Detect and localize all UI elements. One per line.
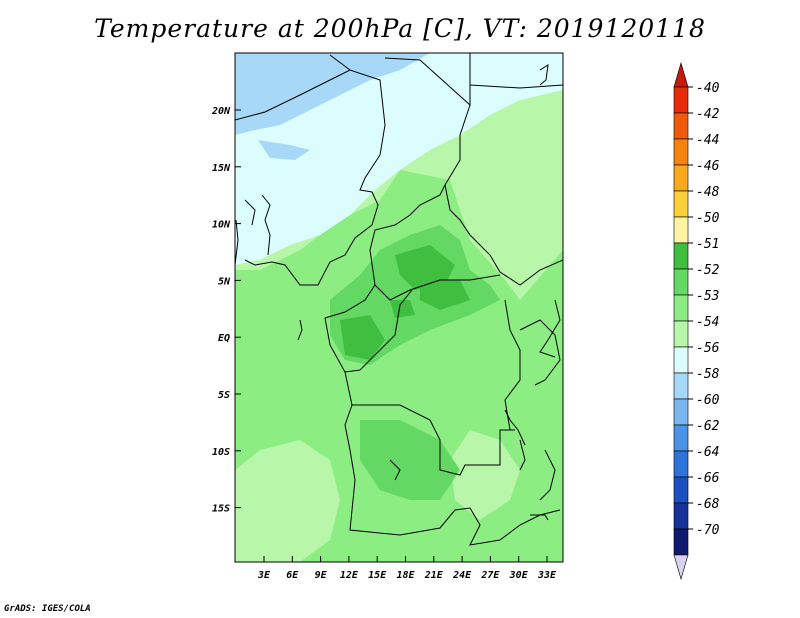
colorbar-segment: [673, 398, 689, 426]
country-borders: [235, 53, 563, 546]
colorbar-label: -40: [696, 81, 720, 96]
colorbar-segment: [673, 86, 689, 114]
lon-label: 9E: [315, 570, 328, 581]
colorbar-bottom-arrow: [673, 554, 689, 581]
lon-label: 3E: [257, 570, 271, 581]
colorbar-label: -62: [696, 419, 720, 434]
lat-label: 5S: [218, 390, 230, 401]
colorbar-segment: [673, 346, 689, 374]
colorbar-segment: [673, 268, 689, 296]
lon-label: 18E: [396, 570, 415, 581]
lat-label: 20N: [211, 106, 231, 117]
colorbar-segment: [673, 476, 689, 504]
colorbar-segment: [673, 216, 689, 244]
lon-label: 15E: [368, 570, 387, 581]
colorbar-segment: [673, 294, 689, 322]
colorbar-label: -66: [696, 471, 720, 486]
temperature-field: [235, 53, 563, 562]
colorbar-segment: [673, 190, 689, 218]
lat-label: 5N: [218, 276, 231, 287]
colorbar-segment: [673, 450, 689, 478]
colorbar-label: -70: [696, 523, 720, 538]
colorbar-label: -52: [696, 263, 720, 278]
lon-label: 27E: [480, 570, 500, 581]
colorbar-label: -60: [696, 393, 720, 408]
colorbar-label: -51: [696, 237, 719, 252]
colorbar-label: -56: [696, 341, 720, 356]
colorbar-segment: [673, 112, 689, 140]
colorbar-segment: [673, 242, 689, 270]
colorbar-label: -64: [696, 445, 719, 460]
field-cold-region: [235, 53, 430, 160]
colorbar-segment: [673, 528, 689, 556]
lat-label: 15S: [212, 504, 230, 515]
colorbar: -40 -42 -44 -46 -48 -50 -51 -52 -53 -54 -56 -58 -60 -…: [673, 61, 720, 581]
longitude-axis: 3E 6E 9E 12E 15E 18E 21E 24E 27E 30E 33E: [257, 556, 557, 581]
colorbar-segment: [673, 138, 689, 166]
colorbar-label: -68: [696, 497, 720, 512]
plot-frame: [234, 52, 564, 563]
lat-label: EQ: [218, 333, 230, 344]
grads-credit: GrADS: IGES/COLA: [4, 604, 91, 614]
colorbar-segment: [673, 164, 689, 192]
colorbar-label: -48: [696, 185, 720, 200]
colorbar-label: -42: [696, 107, 720, 122]
lat-label: 15N: [212, 163, 231, 174]
colorbar-label: -50: [696, 211, 720, 226]
colorbar-top-arrow: [673, 61, 689, 88]
colorbar-segment: [673, 424, 689, 452]
colorbar-label: -53: [696, 289, 719, 304]
lon-label: 24E: [452, 570, 472, 581]
lon-label: 33E: [537, 570, 557, 581]
colorbar-label: -54: [696, 315, 719, 330]
latitude-axis: 20N 15N 10N 5N EQ 5S 10S 15S: [211, 106, 241, 515]
colorbar-label: -44: [696, 133, 719, 148]
colorbar-label: -58: [696, 367, 720, 382]
colorbar-segment: [673, 372, 689, 400]
colorbar-segment: [673, 502, 689, 530]
field-hot-pocket: [340, 245, 470, 360]
lon-label: 30E: [509, 570, 529, 581]
lon-label: 21E: [424, 570, 444, 581]
lat-label: 10S: [212, 447, 230, 458]
colorbar-segment: [673, 320, 689, 348]
lon-label: 6E: [286, 570, 299, 581]
lat-label: 10N: [212, 220, 231, 231]
colorbar-label: -46: [696, 159, 720, 174]
map-title: Temperature at 200hPa [C], VT: 201912011…: [94, 14, 706, 43]
lon-label: 12E: [340, 570, 359, 581]
